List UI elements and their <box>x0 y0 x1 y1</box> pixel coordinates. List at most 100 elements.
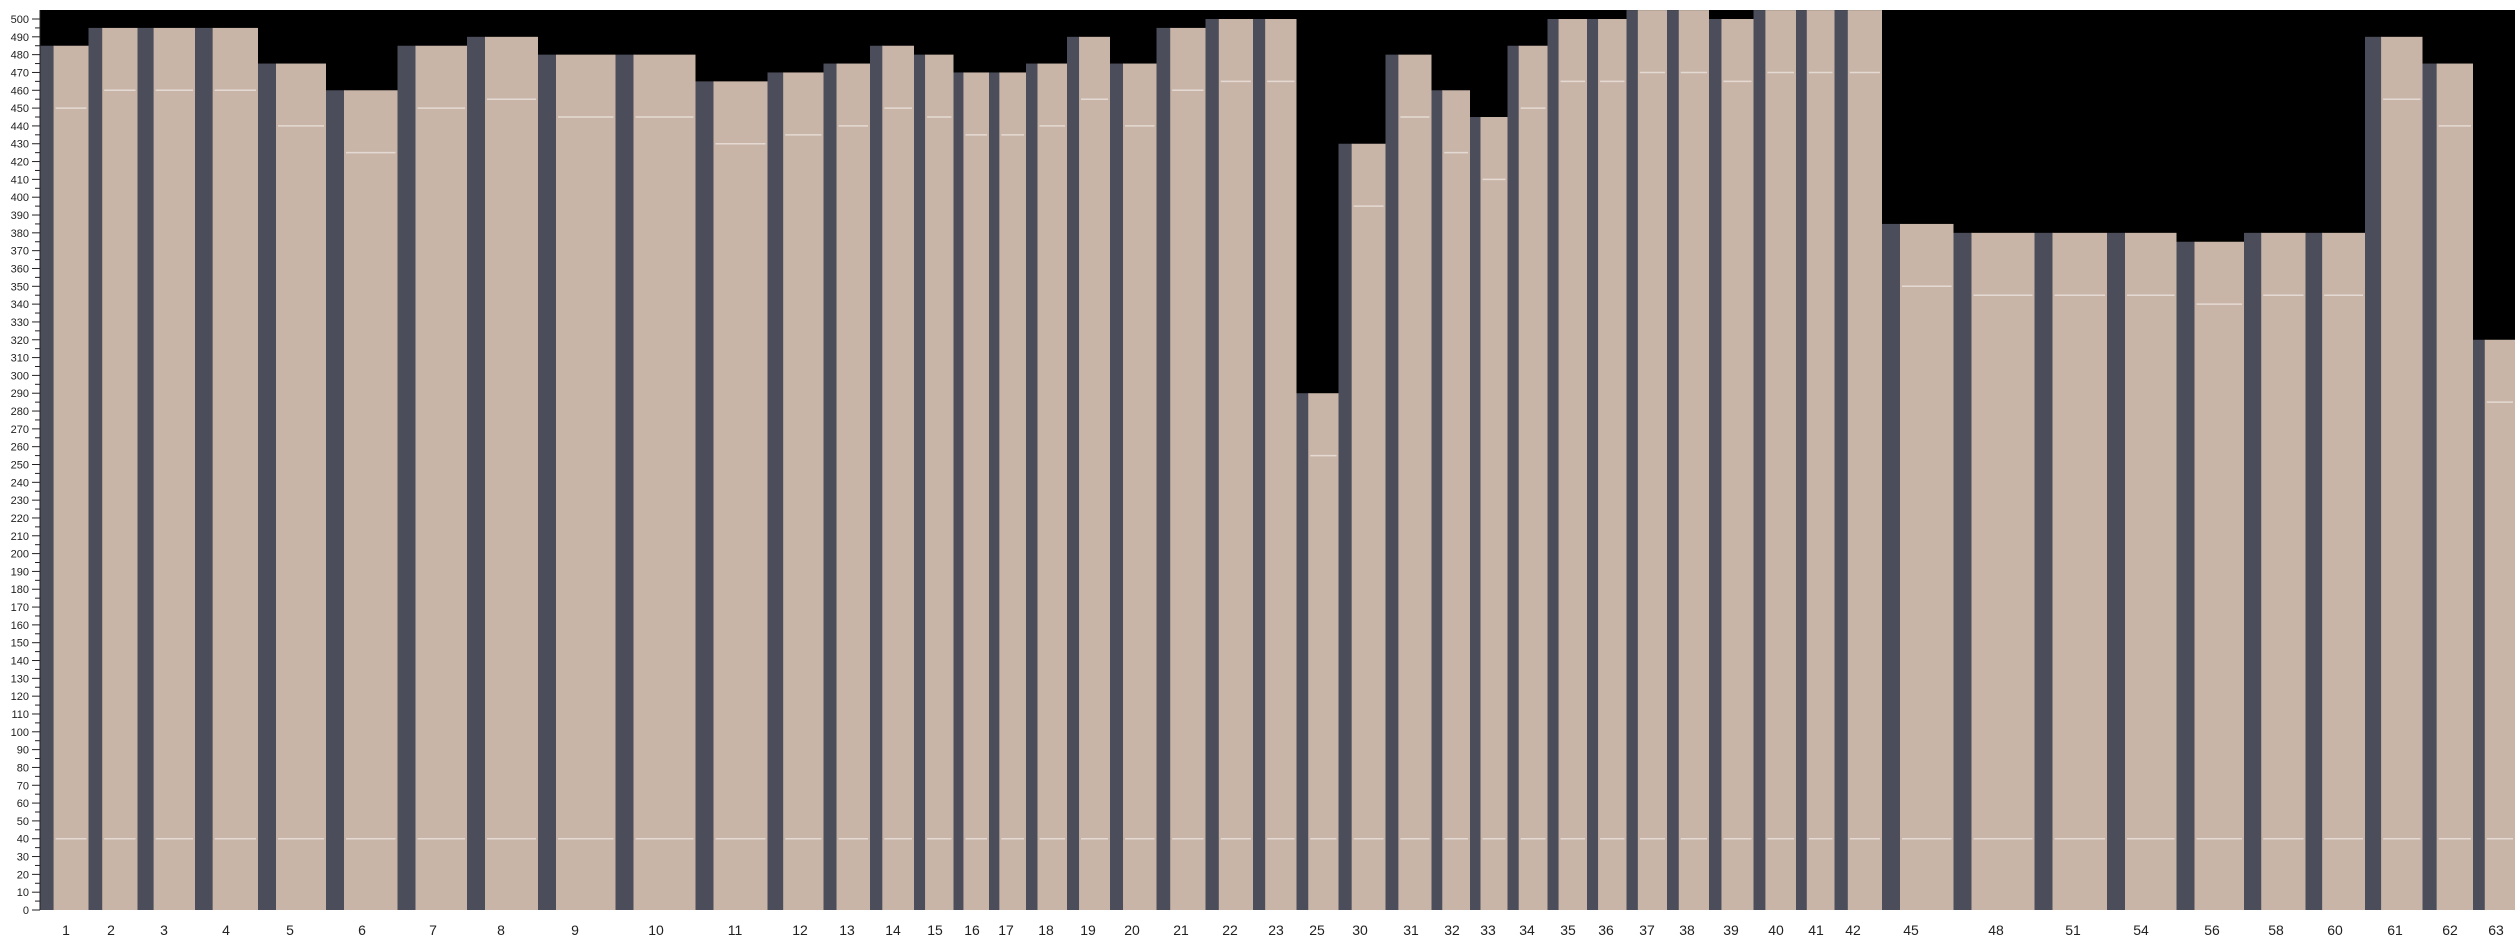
bar-shadow <box>2034 232 2054 911</box>
y-tick-label: 180 <box>11 584 29 596</box>
x-tick-label: 45 <box>1903 922 1919 938</box>
x-tick-label: 5 <box>286 922 294 938</box>
y-tick-label: 10 <box>17 887 29 899</box>
bar-wood <box>556 54 616 910</box>
y-tick-label: 390 <box>11 210 29 222</box>
veneer-bar-7 <box>397 45 467 911</box>
x-tick-label: 37 <box>1639 922 1655 938</box>
x-tick-label: 30 <box>1352 922 1368 938</box>
bar-wood <box>963 72 989 910</box>
y-tick-label: 130 <box>11 673 29 685</box>
bar-wood <box>1721 19 1754 910</box>
veneer-bar-1 <box>40 45 89 911</box>
veneer-bar-51 <box>2034 232 2107 911</box>
y-tick-label: 350 <box>11 281 29 293</box>
bar-shadow <box>767 72 785 910</box>
y-tick-label: 320 <box>11 335 29 347</box>
bar-shadow <box>258 63 277 911</box>
bar-wood <box>1218 19 1253 910</box>
y-tick-label: 290 <box>11 388 29 400</box>
bar-wood <box>2125 232 2177 911</box>
bar-shadow <box>1253 19 1267 910</box>
y-tick-label: 480 <box>11 50 29 62</box>
bar-wood <box>1170 27 1206 911</box>
veneer-bar-25 <box>1296 393 1339 911</box>
x-tick-label: 20 <box>1124 922 1140 938</box>
veneer-bar-8 <box>467 36 538 910</box>
x-tick-label: 9 <box>571 922 579 938</box>
y-tick-label: 250 <box>11 460 29 472</box>
bar-shadow <box>1953 232 1973 911</box>
bar-wood <box>1847 10 1882 910</box>
y-tick-label: 330 <box>11 317 29 329</box>
bar-shadow <box>2107 232 2126 911</box>
bar-wood <box>1971 232 2035 911</box>
bar-wood <box>1079 36 1110 910</box>
bar-shadow <box>1626 10 1639 910</box>
y-tick-label: 400 <box>11 192 29 204</box>
bar-wood <box>212 27 258 911</box>
bar-wood <box>344 90 398 910</box>
bar-wood <box>882 45 914 911</box>
veneer-bar-39 <box>1709 19 1754 910</box>
bar-wood <box>1265 19 1297 910</box>
y-tick-label: 420 <box>11 157 29 169</box>
bar-wood <box>1480 117 1508 910</box>
bar-shadow <box>1338 143 1353 911</box>
veneer-bar-14 <box>870 45 914 911</box>
bar-wood <box>999 72 1026 910</box>
veneer-bar-62 <box>2422 63 2473 911</box>
x-tick-label: 48 <box>1988 922 2004 938</box>
x-tick-label: 40 <box>1768 922 1784 938</box>
y-tick-label: 430 <box>11 139 29 151</box>
bar-wood <box>2052 232 2107 911</box>
x-tick-label: 42 <box>1845 922 1861 938</box>
bar-shadow <box>1667 10 1680 910</box>
y-tick-label: 150 <box>11 638 29 650</box>
x-tick-label: 3 <box>160 922 168 938</box>
bar-shadow <box>195 27 214 911</box>
bar-wood <box>1598 19 1627 910</box>
bar-shadow <box>2422 63 2438 911</box>
x-tick-label: 7 <box>429 922 437 938</box>
bar-shadow <box>1205 19 1220 910</box>
y-tick-label: 300 <box>11 370 29 382</box>
x-tick-label: 31 <box>1403 922 1419 938</box>
veneer-bar-41 <box>1796 10 1835 910</box>
x-tick-label: 34 <box>1519 922 1535 938</box>
y-tick-label: 120 <box>11 691 29 703</box>
bar-shadow <box>397 45 417 911</box>
veneer-bar-36 <box>1587 19 1627 910</box>
y-tick-label: 170 <box>11 602 29 614</box>
veneer-bar-42 <box>1834 10 1882 910</box>
x-tick-label: 56 <box>2204 922 2220 938</box>
veneer-bar-4 <box>195 27 258 911</box>
y-tick-label: 260 <box>11 442 29 454</box>
y-tick-label: 410 <box>11 174 29 186</box>
veneer-bar-16 <box>953 72 989 910</box>
x-tick-label: 25 <box>1309 922 1325 938</box>
bar-wood <box>1123 63 1157 911</box>
y-tick-label: 50 <box>17 816 29 828</box>
bar-shadow <box>953 72 965 910</box>
y-tick-label: 140 <box>11 656 29 668</box>
x-tick-label: 22 <box>1222 922 1238 938</box>
y-tick-label: 220 <box>11 513 29 525</box>
veneer-bar-22 <box>1205 19 1253 910</box>
bar-shadow <box>2365 36 2383 910</box>
y-tick-label: 210 <box>11 531 29 543</box>
bar-shadow <box>1882 223 1901 910</box>
y-tick-label: 490 <box>11 32 29 44</box>
bars <box>40 10 2515 911</box>
x-tick-label: 14 <box>885 922 901 938</box>
bar-shadow <box>1026 63 1039 911</box>
bar-wood <box>1558 19 1587 910</box>
y-tick-label: 80 <box>17 762 29 774</box>
bar-wood <box>53 45 89 911</box>
x-tick-label: 51 <box>2065 922 2081 938</box>
veneer-bar-10 <box>615 54 696 910</box>
veneer-bar-12 <box>767 72 824 910</box>
veneer-bar-2 <box>88 27 138 911</box>
bar-shadow <box>2473 339 2486 910</box>
veneer-bar-35 <box>1547 19 1587 910</box>
